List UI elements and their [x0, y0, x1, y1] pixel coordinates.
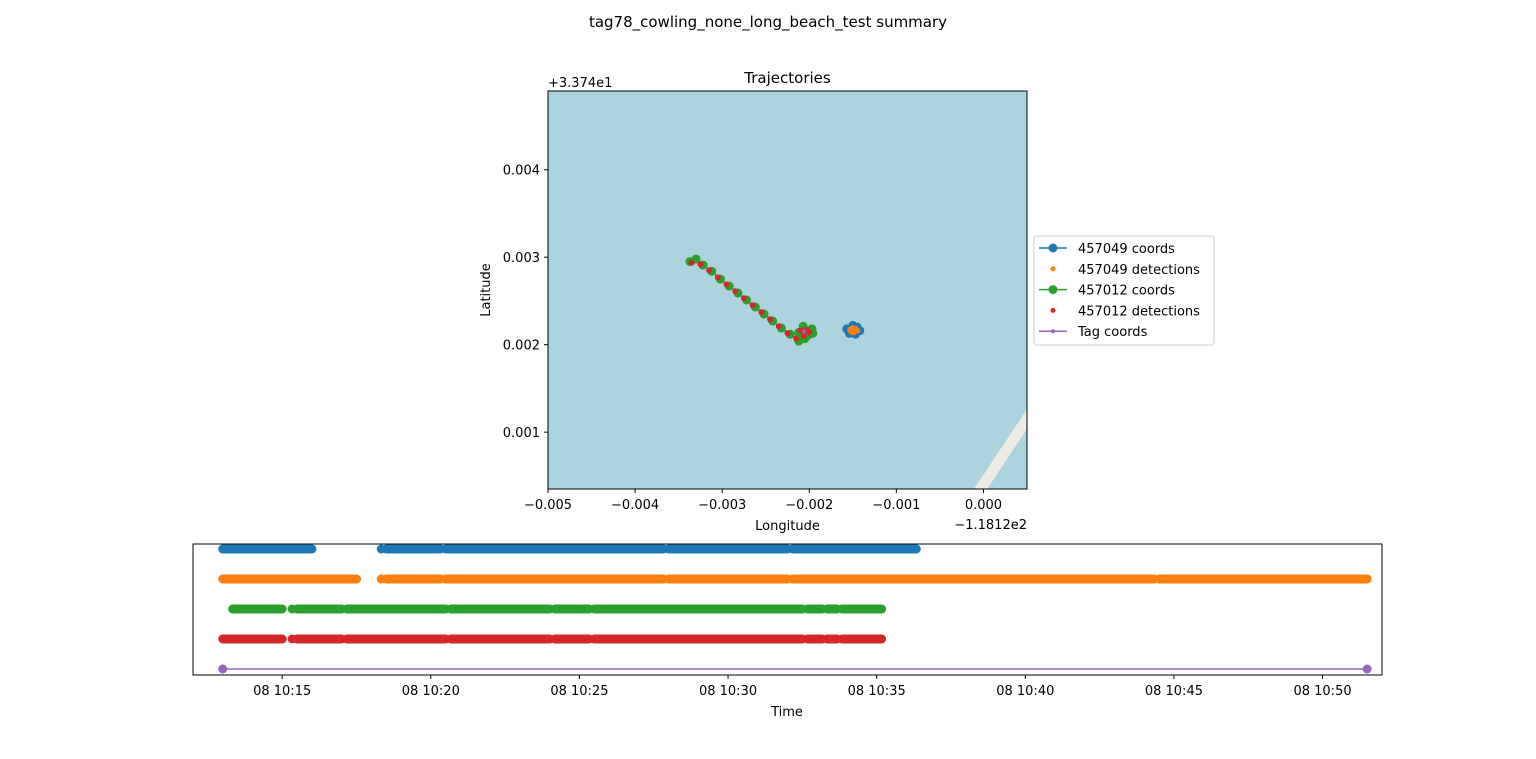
- data-point: [775, 323, 782, 330]
- timeline-tick-label: 08 10:50: [1293, 684, 1351, 699]
- trajectories-y-offset-label: +3.374e1: [548, 76, 612, 91]
- x-tick-label: −0.001: [872, 498, 920, 513]
- data-point: [688, 259, 695, 266]
- legend-frame: [1033, 235, 1215, 346]
- x-tick-label: −0.004: [611, 498, 659, 513]
- timeline-tick-label: 08 10:40: [996, 684, 1054, 699]
- trajectories-series: [685, 254, 865, 346]
- data-point: [697, 261, 704, 268]
- data-point: [793, 335, 800, 342]
- timeline-x-ticks: 08 10:15 08 10:20 08 10:25 08 10:30 08 10:35…: [253, 675, 1352, 699]
- timeline-plot: 08 10:15 08 10:20 08 10:25 08 10:30 08 10:35…: [192, 543, 1383, 720]
- y-tick-label: 0.001: [503, 426, 540, 441]
- data-point: [802, 329, 807, 334]
- trajectories-plot: Trajectories −0.005 −0.004 −0.003 −0.002 −0.…: [479, 69, 1028, 534]
- land-strip: [973, 409, 1027, 489]
- legend-label: Tag coords: [1077, 325, 1148, 340]
- legend-entry: 457049 detections: [1050, 263, 1200, 278]
- legend-marker: [1048, 285, 1058, 295]
- timeline-tick-label: 08 10:35: [848, 684, 906, 699]
- trajectories-ylabel: Latitude: [479, 263, 494, 317]
- series-tag-coords: [802, 329, 807, 334]
- data-point: [749, 302, 756, 309]
- timeline-tick-label: 08 10:30: [699, 684, 757, 699]
- series-457012-detections: [688, 259, 813, 342]
- trajectories-x-offset-label: −1.1812e2: [954, 518, 1027, 533]
- trajectories-y-ticks: 0.001 0.002 0.003 0.004: [503, 164, 548, 441]
- y-tick-label: 0.002: [503, 339, 540, 354]
- x-tick-label: −0.002: [785, 498, 833, 513]
- x-tick-label: 0.000: [965, 498, 1002, 513]
- legend-label: 457012 coords: [1078, 284, 1175, 299]
- timeline-tick-label: 08 10:25: [550, 684, 608, 699]
- timeline-xlabel: Time: [770, 705, 803, 720]
- timeline-tick-label: 08 10:45: [1145, 684, 1203, 699]
- figure-suptitle: tag78_cowling_none_long_beach_test summa…: [589, 13, 947, 32]
- timeline-tick-label: 08 10:15: [253, 684, 311, 699]
- series-457049-detections: [847, 325, 861, 336]
- data-point: [706, 267, 713, 274]
- timeline-point: [1362, 664, 1372, 674]
- data-point: [714, 274, 721, 281]
- y-tick-label: 0.004: [503, 164, 540, 179]
- data-point: [801, 332, 808, 339]
- x-tick-label: −0.003: [698, 498, 746, 513]
- timeline-point: [218, 664, 228, 674]
- legend-marker: [1050, 307, 1056, 313]
- data-point: [784, 330, 791, 337]
- data-point: [740, 295, 747, 302]
- trajectories-frame: [547, 90, 1028, 490]
- trajectories-x-ticks: −0.005 −0.004 −0.003 −0.002 −0.001 0.000: [524, 489, 1002, 513]
- timeline-tick-label: 08 10:20: [402, 684, 460, 699]
- legend-entry: 457012 detections: [1050, 304, 1200, 319]
- trajectories-water-background: [548, 91, 1027, 489]
- legend-marker: [1048, 243, 1058, 253]
- legend-marker: [1050, 266, 1056, 272]
- data-point: [732, 288, 739, 295]
- trajectories-xlabel: Longitude: [755, 519, 820, 534]
- legend-marker: [1051, 329, 1055, 334]
- legend-label: 457012 detections: [1078, 304, 1200, 319]
- legend-label: 457049 detections: [1078, 263, 1200, 278]
- data-point: [797, 327, 804, 334]
- timeline-frame: [192, 543, 1383, 676]
- legend-entry: 457049 coords: [1039, 242, 1175, 257]
- trajectories-land: [973, 409, 1027, 489]
- data-point: [758, 309, 765, 316]
- trajectories-title: Trajectories: [743, 69, 831, 87]
- data-point: [767, 316, 774, 323]
- timeline-rows: [218, 544, 1372, 674]
- legend-label: 457049 coords: [1078, 242, 1175, 257]
- legend-entry: 457012 coords: [1039, 284, 1175, 299]
- trajectories-legend: 457049 coords 457049 detections 457012 coo…: [1033, 235, 1215, 346]
- data-point: [723, 281, 730, 288]
- legend-entry: Tag coords: [1039, 325, 1148, 340]
- y-tick-label: 0.003: [503, 251, 540, 266]
- data-point: [851, 326, 858, 333]
- x-tick-label: −0.005: [524, 498, 572, 513]
- timeline-row-tag-coords: [218, 664, 1372, 674]
